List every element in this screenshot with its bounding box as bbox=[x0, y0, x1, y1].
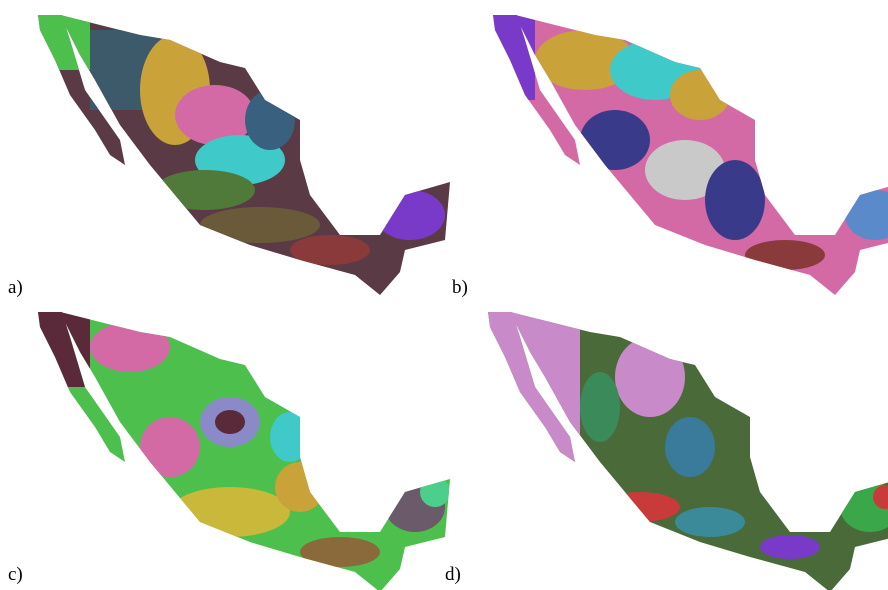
panel-label: a) bbox=[8, 277, 23, 298]
panel-label: d) bbox=[445, 564, 461, 585]
map-d: d) bbox=[445, 297, 888, 590]
map-b: b) bbox=[452, 0, 888, 300]
map-a: a) bbox=[0, 0, 460, 300]
panel-label: c) bbox=[8, 564, 23, 585]
panel-label: b) bbox=[452, 277, 468, 298]
map-c: c) bbox=[0, 297, 460, 590]
figure: a) b) bbox=[0, 0, 888, 590]
